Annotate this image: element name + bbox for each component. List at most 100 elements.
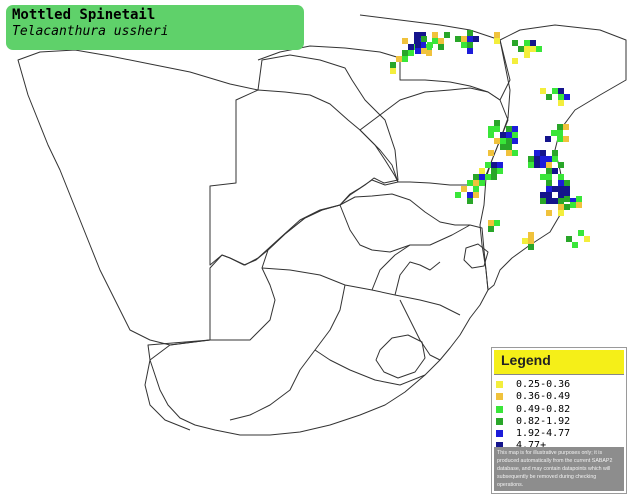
occurrence-cell bbox=[558, 192, 564, 198]
occurrence-cell bbox=[488, 126, 494, 132]
occurrence-cell bbox=[444, 32, 450, 38]
occurrence-cell bbox=[546, 186, 552, 192]
occurrence-cell bbox=[420, 32, 426, 38]
occurrence-cell bbox=[438, 38, 444, 44]
species-common-name: Mottled Spinetail bbox=[12, 7, 156, 23]
occurrence-cell bbox=[558, 210, 564, 216]
occurrence-cell bbox=[473, 36, 479, 42]
occurrence-cell bbox=[494, 32, 500, 38]
occurrence-cell bbox=[414, 38, 420, 44]
species-scientific-name: Telacanthura ussheri bbox=[12, 24, 169, 39]
legend-swatch bbox=[496, 405, 503, 413]
occurrence-cell bbox=[563, 136, 569, 142]
occurrence-cell bbox=[522, 238, 528, 244]
occurrence-cell bbox=[415, 42, 421, 48]
legend-swatch bbox=[496, 430, 503, 438]
occurrence-cell bbox=[558, 180, 564, 186]
occurrence-cell bbox=[564, 186, 570, 192]
occurrence-cell bbox=[500, 144, 506, 150]
occurrence-cell bbox=[546, 162, 552, 168]
eswatini-outline bbox=[463, 243, 489, 269]
occurrence-cell bbox=[576, 196, 582, 202]
occurrence-cell bbox=[540, 162, 546, 168]
occurrence-cell bbox=[552, 150, 558, 156]
free-state-line bbox=[394, 261, 441, 296]
occurrence-cell bbox=[558, 162, 564, 168]
occurrence-cell bbox=[402, 50, 408, 56]
legend-label: 1.92-4.77 bbox=[516, 428, 571, 440]
occurrence-cell bbox=[408, 50, 414, 56]
occurrence-cell bbox=[402, 38, 408, 44]
occurrence-cell bbox=[506, 126, 512, 132]
occurrence-cell bbox=[558, 204, 564, 210]
province-line-2 bbox=[229, 284, 346, 421]
occurrence-cell bbox=[557, 124, 563, 130]
province-line-5 bbox=[144, 339, 211, 431]
occurrence-cell bbox=[494, 38, 500, 44]
mozambique-outline bbox=[479, 24, 627, 291]
occurrence-cell bbox=[552, 168, 558, 174]
province-line-4 bbox=[339, 204, 411, 253]
occurrence-cell bbox=[551, 130, 557, 136]
occurrence-cell bbox=[564, 196, 570, 202]
occurrence-cell bbox=[558, 186, 564, 192]
occurrence-cell bbox=[494, 138, 500, 144]
south-africa-outline bbox=[147, 193, 489, 436]
occurrence-cell bbox=[576, 202, 582, 208]
legend-row: 1.92-4.77 bbox=[496, 428, 626, 440]
occurrence-cell bbox=[494, 220, 500, 226]
occurrence-cell bbox=[534, 156, 540, 162]
occurrence-cell bbox=[494, 126, 500, 132]
occurrence-cells bbox=[390, 30, 590, 250]
occurrence-cell bbox=[536, 46, 542, 52]
province-line-7 bbox=[314, 349, 426, 386]
occurrence-cell bbox=[534, 150, 540, 156]
occurrence-cell bbox=[421, 36, 427, 42]
legend-row: 0.36-0.49 bbox=[496, 391, 626, 403]
occurrence-cell bbox=[432, 38, 438, 44]
occurrence-cell bbox=[564, 180, 570, 186]
occurrence-cell bbox=[485, 162, 491, 168]
species-title-box: Mottled Spinetail Telacanthura ussheri bbox=[6, 5, 304, 50]
occurrence-cell bbox=[528, 156, 534, 162]
occurrence-cell bbox=[578, 230, 584, 236]
occurrence-cell bbox=[540, 156, 546, 162]
occurrence-cell bbox=[512, 150, 518, 156]
occurrence-cell bbox=[540, 88, 546, 94]
occurrence-cell bbox=[488, 132, 494, 138]
occurrence-cell bbox=[491, 162, 497, 168]
occurrence-cell bbox=[545, 136, 551, 142]
occurrence-cell bbox=[546, 94, 552, 100]
occurrence-cell bbox=[530, 46, 536, 52]
occurrence-cell bbox=[420, 44, 426, 50]
occurrence-cell bbox=[512, 138, 518, 144]
occurrence-cell bbox=[426, 50, 432, 56]
occurrence-cell bbox=[528, 238, 534, 244]
occurrence-cell bbox=[467, 30, 473, 36]
occurrence-cell bbox=[546, 210, 552, 216]
occurrence-cell bbox=[427, 42, 433, 48]
occurrence-cell bbox=[467, 36, 473, 42]
occurrence-cell bbox=[530, 40, 536, 46]
occurrence-cell bbox=[415, 48, 421, 54]
occurrence-cell bbox=[494, 120, 500, 126]
occurrence-cell bbox=[546, 192, 552, 198]
occurrence-cell bbox=[512, 126, 518, 132]
occurrence-cell bbox=[546, 156, 552, 162]
occurrence-cell bbox=[570, 198, 576, 204]
lesotho-outline bbox=[375, 334, 426, 379]
legend-label: 0.36-0.49 bbox=[516, 391, 571, 403]
legend-disclaimer: This map is for illustrative purposes on… bbox=[494, 447, 624, 491]
occurrence-cell bbox=[512, 40, 518, 46]
occurrence-cell bbox=[485, 174, 491, 180]
occurrence-cell bbox=[479, 180, 485, 186]
occurrence-cell bbox=[414, 32, 420, 38]
occurrence-cell bbox=[506, 144, 512, 150]
occurrence-cell bbox=[479, 174, 485, 180]
occurrence-cell bbox=[461, 42, 467, 48]
occurrence-cell bbox=[546, 180, 552, 186]
occurrence-cell bbox=[402, 56, 408, 62]
occurrence-cell bbox=[497, 162, 503, 168]
occurrence-cell bbox=[570, 202, 576, 208]
